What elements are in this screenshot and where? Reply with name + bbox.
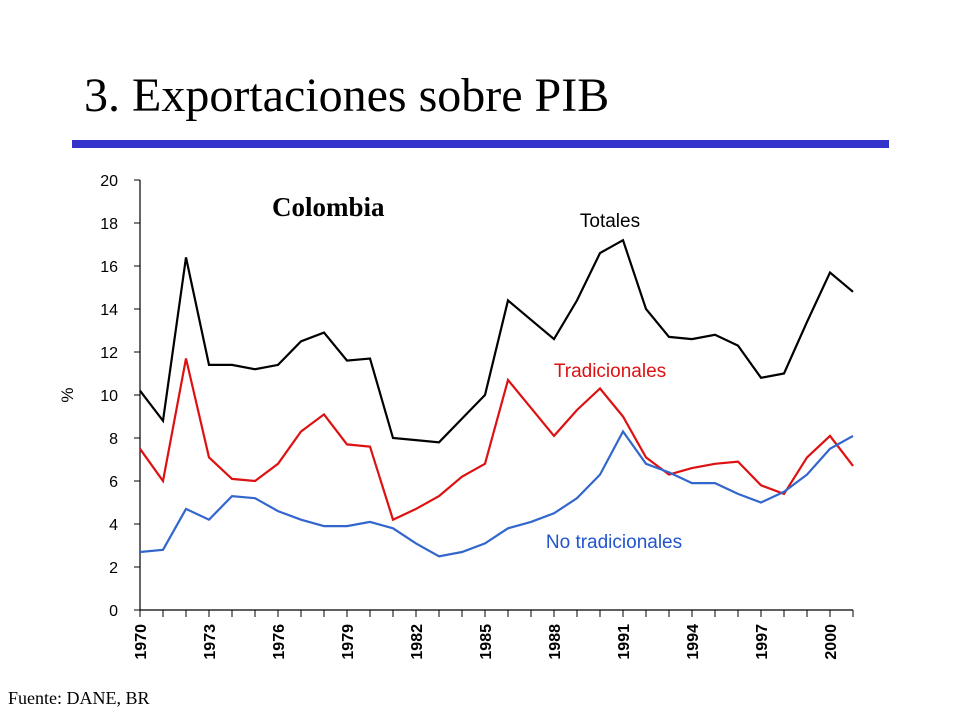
title-underline-bar bbox=[72, 140, 889, 148]
y-tick-label: 6 bbox=[109, 474, 118, 491]
x-tick-label: 1991 bbox=[616, 624, 633, 660]
x-tick-label: 2000 bbox=[823, 624, 840, 660]
y-tick-label: 18 bbox=[100, 216, 118, 233]
line-chart: 0 2 4 6 8 10 12 14 16 18 20 1970 1973 1976 1979 1982 198… bbox=[58, 173, 854, 660]
x-tick-label: 1976 bbox=[271, 624, 288, 660]
slide-title: 3. Exportaciones sobre PIB bbox=[84, 69, 610, 122]
x-tick-label: 1973 bbox=[202, 624, 219, 660]
chart-plot-area bbox=[139, 238, 854, 558]
y-tick-label: 16 bbox=[100, 259, 118, 276]
x-tick-label: 1982 bbox=[409, 624, 426, 660]
series-line-no-tradicionales bbox=[139, 429, 854, 558]
x-tick-label: 1979 bbox=[340, 624, 357, 660]
x-tick-label: 1994 bbox=[685, 624, 702, 660]
y-tick-label: 10 bbox=[100, 388, 118, 405]
y-tick-label: 2 bbox=[109, 560, 118, 577]
y-tick-label: 0 bbox=[109, 603, 118, 620]
y-tick-label: 14 bbox=[100, 302, 118, 319]
y-tick-label: 20 bbox=[100, 173, 118, 190]
y-axis-label: % bbox=[58, 387, 77, 402]
x-tick-label: 1970 bbox=[133, 624, 150, 660]
x-tick-label: 1985 bbox=[478, 624, 495, 660]
y-tick-label: 8 bbox=[109, 431, 118, 448]
series-line-totales bbox=[139, 238, 854, 444]
source-note: Fuente: DANE, BR bbox=[8, 688, 150, 708]
chart-title: Colombia bbox=[272, 192, 385, 222]
series-label-tradicionales: Tradicionales bbox=[554, 361, 666, 382]
x-tick-label: 1997 bbox=[754, 624, 771, 660]
series-line-tradicionales bbox=[139, 358, 854, 522]
y-tick-label: 12 bbox=[100, 345, 118, 362]
y-tick-label: 4 bbox=[109, 517, 118, 534]
x-tick-label: 1988 bbox=[547, 624, 564, 660]
series-label-no-tradicionales: No tradicionales bbox=[546, 532, 682, 553]
chart-axes: 0 2 4 6 8 10 12 14 16 18 20 1970 1973 1976 1979 1982 198… bbox=[100, 173, 854, 660]
series-label-totales: Totales bbox=[580, 211, 640, 232]
